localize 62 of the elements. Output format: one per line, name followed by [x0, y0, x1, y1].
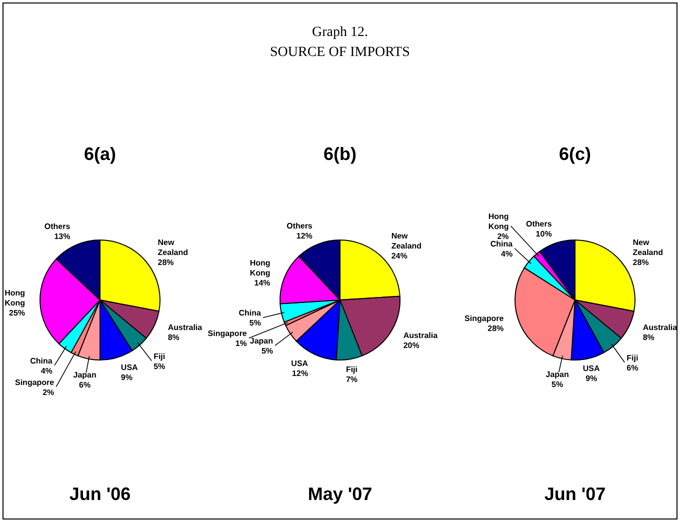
data-label: 8% — [642, 332, 654, 342]
slice-label: Others — [526, 220, 552, 229]
source-note: SOURCE OF IMPORTS — [270, 45, 410, 60]
slice-label: Hong Kong — [488, 212, 509, 232]
data-label: 28% — [158, 258, 174, 268]
data-label: 5% — [154, 362, 166, 371]
data-label: 20% — [403, 341, 420, 350]
chart-title: 6(b) — [324, 144, 356, 164]
data-label: 2% — [42, 388, 54, 397]
data-label: 1% — [235, 339, 247, 348]
data-label: 8% — [168, 332, 180, 342]
text: Jun '06 — [69, 484, 131, 504]
data-label: 4% — [40, 366, 52, 376]
slice-label: Others — [44, 222, 71, 232]
slice-label: Australia — [168, 322, 203, 332]
data-label: 24% — [391, 251, 408, 260]
slice-label: Fiji — [626, 353, 638, 362]
slice-label: Japan — [546, 370, 569, 380]
slice-label: Hong Kong — [4, 288, 26, 308]
slice-label: China — [490, 239, 514, 248]
data-label: 12% — [296, 231, 312, 240]
chart-title: 6(c) — [558, 144, 592, 164]
data-label: 28% — [488, 324, 504, 334]
slice-label: USA — [582, 364, 600, 374]
caption: Graph 12. — [312, 25, 368, 40]
data-label: 5% — [261, 346, 274, 356]
data-label: 2% — [497, 232, 509, 242]
slice-label: Australia — [403, 331, 438, 340]
data-label: 5% — [249, 318, 261, 328]
data-label: 9% — [120, 373, 132, 382]
slice-label: China — [238, 308, 262, 318]
slice-label: New Zealand — [632, 238, 664, 258]
slice-label: USA — [291, 358, 308, 368]
chart-title: 6(a) — [84, 144, 116, 164]
data-label: 9% — [586, 374, 598, 384]
data-label: 25% — [9, 308, 26, 318]
slice-label: Singapore — [208, 329, 248, 338]
slice-label: Hong Kong — [250, 258, 270, 278]
slice-label: New Zealand — [158, 238, 188, 258]
slice-label: Japan — [73, 370, 96, 380]
slice-label: USA — [120, 363, 138, 372]
slice-label: Singapore — [464, 314, 504, 324]
slice-label: Others — [286, 221, 313, 230]
slice-label: New Zealand — [391, 231, 422, 250]
text: May '07 — [308, 484, 372, 504]
slice-label: Fiji — [346, 365, 358, 374]
data-label: 6% — [79, 380, 91, 390]
data-label: 10% — [536, 230, 552, 239]
data-label: 5% — [552, 380, 564, 390]
slice-label: Fiji — [154, 352, 166, 361]
text: Jun '07 — [544, 484, 606, 504]
data-label: 4% — [501, 249, 513, 258]
slice-label: Singapore — [15, 378, 55, 387]
data-label: 7% — [346, 375, 358, 384]
data-label: 13% — [54, 232, 70, 242]
slice-label: China — [30, 356, 53, 366]
slice-label: Japan — [250, 336, 274, 346]
slice-label: Australia — [642, 322, 678, 332]
data-label: 28% — [632, 258, 649, 268]
data-label: 14% — [254, 278, 270, 288]
data-label: 6% — [626, 363, 638, 372]
data-label: 12% — [292, 368, 308, 378]
